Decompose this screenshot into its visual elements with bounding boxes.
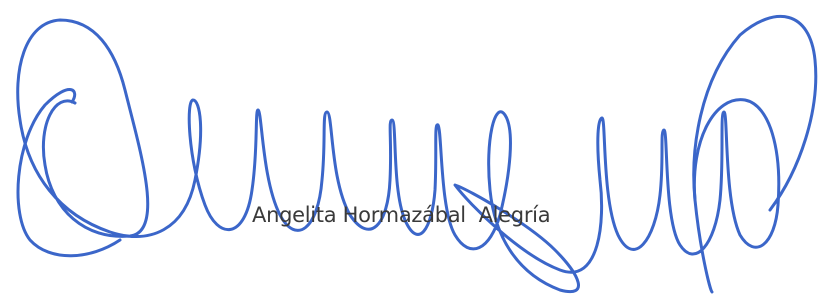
signature-stroke (18, 20, 779, 292)
signature-stroke (694, 16, 816, 210)
page: Angelita Hormazábal Alegría (() => { con… (0, 0, 824, 296)
printed-name: Angelita Hormazábal Alegría (252, 203, 550, 227)
signature-strokes (0, 0, 824, 296)
